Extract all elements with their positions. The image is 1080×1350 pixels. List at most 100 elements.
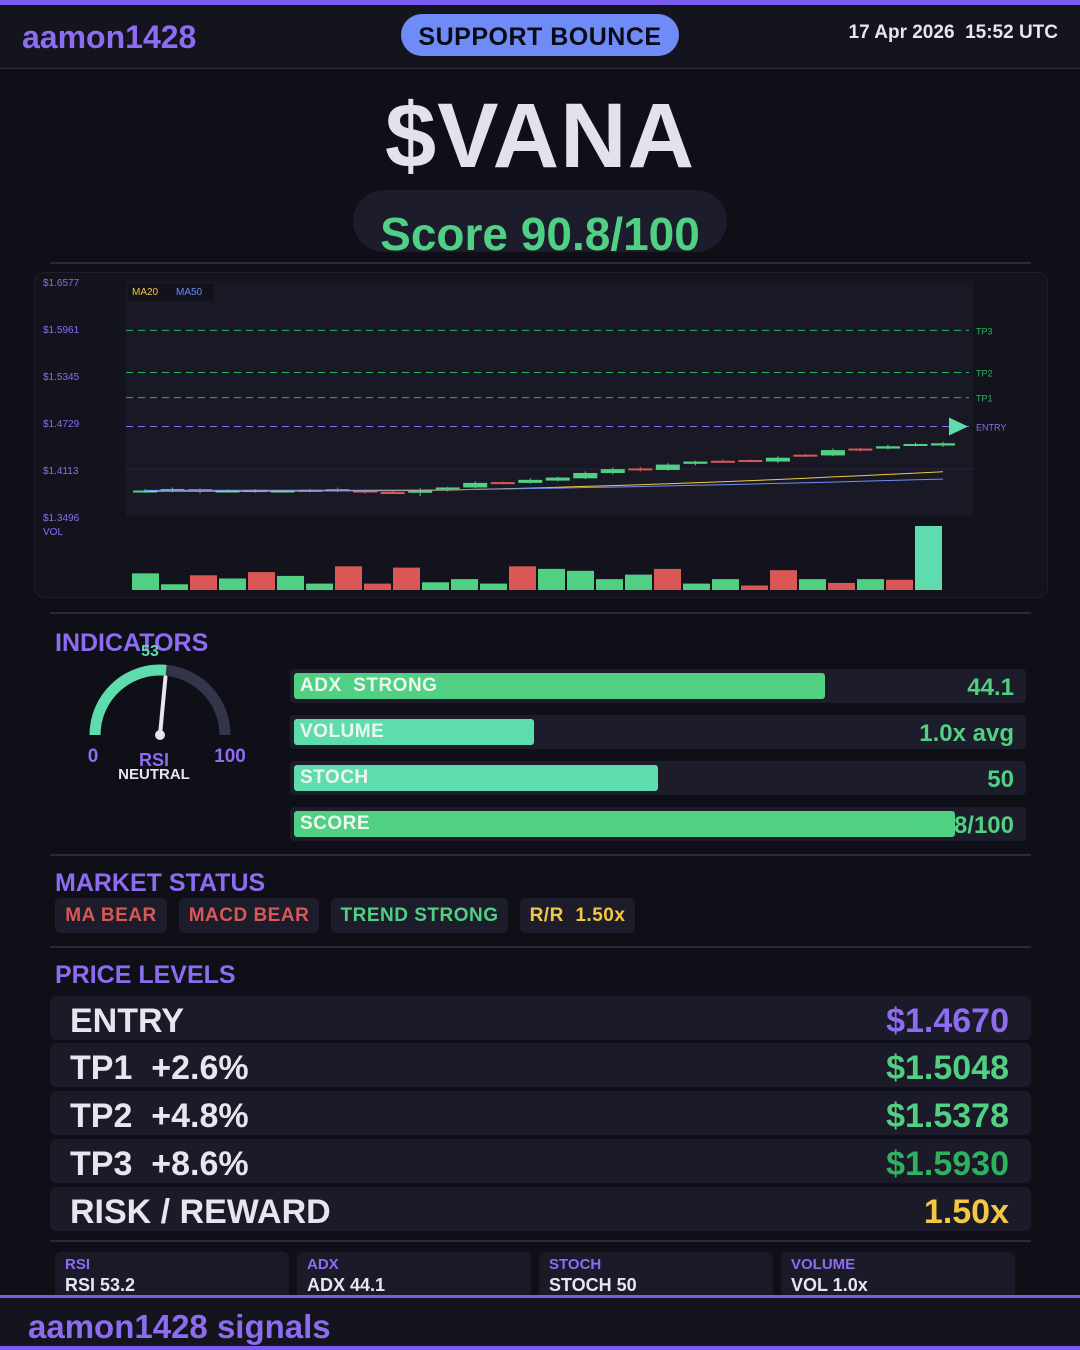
status-tag-rr: R/R 1.50x [520,898,635,933]
indicator-bar-value: 50 [987,766,1014,793]
plot-area [126,281,973,516]
rsi-gauge: 53 0 100 RSI NEUTRAL [88,643,246,783]
candle-body [573,472,598,479]
level-label-tp3: TP3 [976,326,993,336]
level-value: $1.5378 [886,1097,1009,1135]
candle-body [738,460,763,463]
level-row-tp3: TP3 +8.6% $1.5930 [50,1139,1031,1183]
stat-key: RSI [65,1256,91,1273]
stat-key: STOCH [549,1256,602,1273]
volume-bar [596,579,623,590]
status-tag-trend: TREND STRONG [331,898,508,933]
candle-body [545,477,570,481]
rsi-needle [158,675,168,737]
level-row-tp1: TP1 +2.6% $1.5048 [50,1043,1031,1087]
header-bar: aamon1428 SUPPORT BOUNCE 17 Apr 2026 15:… [0,5,1080,69]
candle-body [931,443,955,446]
level-value: 1.50x [923,1193,1009,1231]
volume-bar [219,578,246,590]
indicator-bar-value: 1.0x avg [919,720,1014,747]
y-tick-label: $1.4729 [43,419,80,430]
volume-bar [654,568,681,590]
indicator-bar-volume: VOLUME 1.0x avg [290,715,1026,749]
candle-body [903,443,928,446]
volume-bar [190,575,217,590]
stat-key: VOLUME [791,1256,856,1273]
y-tick-label: $1.4113 [43,466,79,477]
indicator-bar-value: 90.8/100 [920,812,1014,839]
signal-badge: SUPPORT BOUNCE [401,14,679,56]
level-value: $1.4670 [886,1002,1009,1040]
legend-ma20: MA20 [132,287,159,298]
candle-body [793,454,818,457]
indicators-title: INDICATORS [55,629,209,657]
volume-bar [567,570,594,590]
level-label-tp2: TP2 [976,368,993,378]
level-label: RISK / REWARD [70,1193,331,1231]
volume-bar [277,575,304,590]
level-row-entry: ENTRY $1.4670 [50,996,1031,1040]
candle-body [848,448,873,451]
indicator-bar-label: ADX STRONG [300,675,438,696]
market-status-title: MARKET STATUS [55,869,266,897]
stat-value: VOL 1.0x [791,1275,868,1295]
stat-value: RSI 53.2 [65,1275,136,1295]
level-value: $1.5048 [886,1049,1009,1087]
status-tag-ma: MA BEAR [55,898,167,933]
volume-bar [828,582,855,590]
indicator-bar-fill [294,765,658,791]
indicator-bar-label: VOLUME [300,721,385,742]
candle-body [270,490,295,493]
volume-bar [161,584,188,590]
level-row-tp2: TP2 +4.8% $1.5378 [50,1091,1031,1135]
divider [50,946,1031,948]
stat-key: ADX [307,1256,339,1273]
y-tick-label: $1.6577 [43,278,80,289]
candle-body [435,487,460,490]
volume-axis-label: VOL [43,527,63,538]
volume-bar [480,583,507,590]
rsi-label: RSI [139,750,169,770]
score-badge: Score 90.8/100 [353,190,727,252]
volume-bar [915,526,942,590]
indicator-bar-fill [294,811,956,837]
volume-bar [857,579,884,590]
level-label: ENTRY [70,1002,184,1040]
indicator-bar-score: SCORE 90.8/100 [290,807,1026,841]
volume-bar [422,582,449,590]
rsi-min-label: 0 [88,746,99,767]
indicator-bar-label: SCORE [300,813,371,834]
timestamp: 17 Apr 2026 15:52 UTC [848,22,1058,43]
volume-bar [132,573,159,590]
candle-body [133,490,157,493]
indicator-bar-value: 44.1 [967,674,1014,701]
ticker-symbol: $VANA [384,85,696,187]
volume-bar [364,583,391,590]
candle-body [628,468,653,471]
level-label-entry: ENTRY [976,422,1006,432]
candle-body [655,464,680,470]
legend-box [128,284,214,301]
candle-body [463,482,488,488]
level-value: $1.5930 [886,1145,1009,1183]
candle-body [710,460,735,463]
volume-bar [306,583,333,590]
indicator-bar-adx: ADX STRONG 44.1 [290,669,1026,703]
level-label: TP1 +2.6% [70,1049,249,1087]
candle-body [875,446,900,449]
volume-bar [741,585,768,590]
candle-body [518,479,543,483]
price-levels-title: PRICE LEVELS [55,961,236,989]
candle-body [765,457,790,462]
footer-brand[interactable]: aamon1428 signals [28,1308,331,1345]
volume-bar [712,579,739,590]
username[interactable]: aamon1428 [22,19,197,55]
candle-body [408,489,433,493]
entry-arrow [949,417,968,436]
candle-body [490,482,515,485]
legend-ma50: MA50 [176,287,203,298]
indicator-bar-fill [294,673,826,699]
stat-value: STOCH 50 [549,1275,637,1295]
level-label: TP2 +4.8% [70,1097,249,1135]
volume-bar [683,583,710,590]
